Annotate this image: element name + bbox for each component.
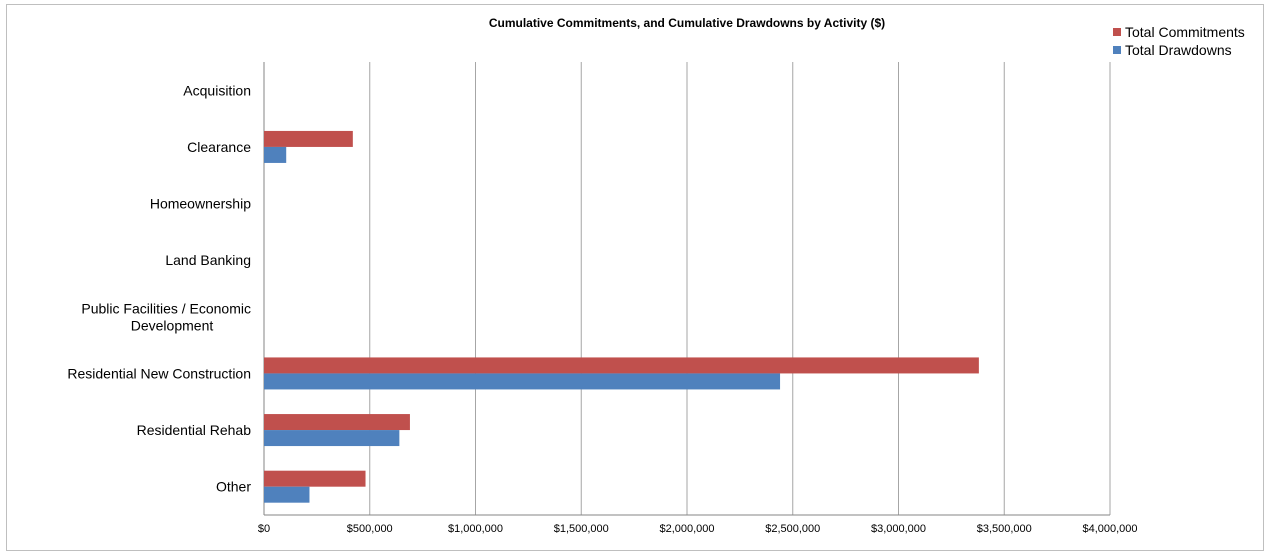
category-label: Land Banking: [165, 252, 251, 268]
legend: Total Commitments Total Drawdowns: [1113, 23, 1245, 59]
bar-commitments: [264, 470, 366, 487]
chart-title: Cumulative Commitments, and Cumulative D…: [488, 16, 886, 30]
x-tick-label: $3,000,000: [871, 523, 926, 535]
bar-drawdowns: [264, 373, 781, 390]
x-tick-label: $3,500,000: [977, 523, 1032, 535]
bar-drawdowns: [264, 146, 287, 163]
category-label: Clearance: [187, 139, 251, 155]
x-tick-label: $1,500,000: [554, 523, 609, 535]
x-tick-label: $0: [258, 523, 270, 535]
category-label: Public Facilities / Economic Development: [81, 300, 251, 333]
x-tick-label: $1,000,000: [448, 523, 503, 535]
category-label: Residential Rehab: [137, 422, 252, 438]
x-tick-label: $2,000,000: [659, 523, 714, 535]
legend-label-commitments: Total Commitments: [1125, 24, 1245, 40]
legend-label-drawdowns: Total Drawdowns: [1125, 42, 1232, 58]
legend-swatch-commitments: [1113, 28, 1121, 36]
bar-commitments: [264, 130, 353, 147]
category-label: Other: [216, 479, 251, 495]
category-label: Homeownership: [150, 196, 251, 212]
bar-drawdowns: [264, 430, 400, 447]
chart-frame: [6, 4, 1264, 551]
bar-commitments: [264, 414, 410, 431]
bar-drawdowns: [264, 486, 310, 503]
legend-item-drawdowns: Total Drawdowns: [1113, 41, 1245, 59]
x-tick-label: $500,000: [347, 523, 393, 535]
x-tick-label: $4,000,000: [1082, 523, 1137, 535]
x-tick-label: $2,500,000: [765, 523, 820, 535]
category-label: Residential New Construction: [67, 365, 251, 381]
category-label: Acquisition: [183, 82, 251, 98]
legend-swatch-drawdowns: [1113, 46, 1121, 54]
bar-commitments: [264, 357, 979, 374]
legend-item-commitments: Total Commitments: [1113, 23, 1245, 41]
